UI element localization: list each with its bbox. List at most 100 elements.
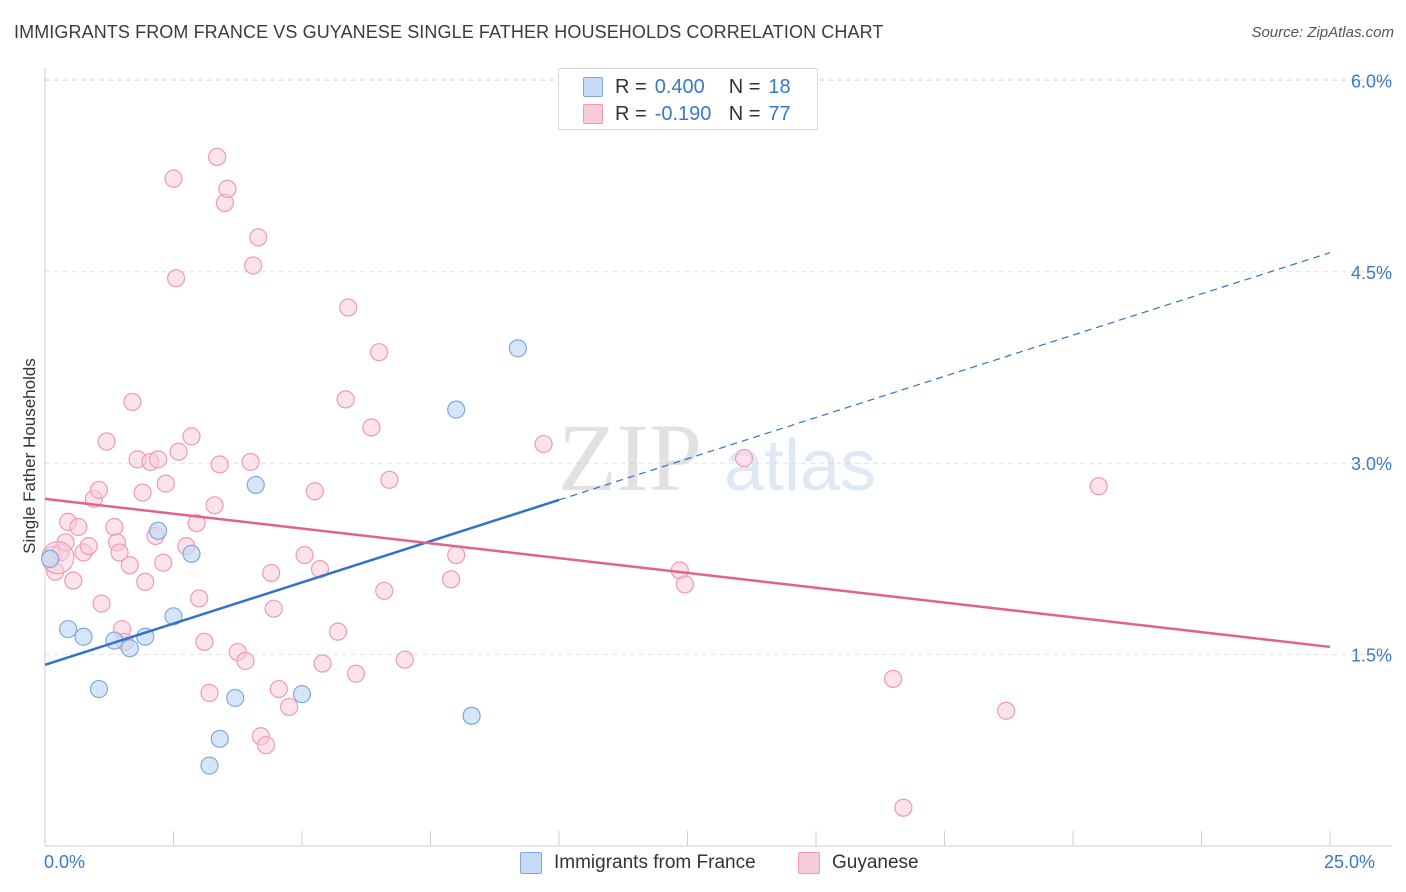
axes	[44, 68, 1392, 847]
guyanese-swatch	[583, 104, 603, 124]
guyanese-point	[136, 572, 155, 591]
guyanese-point	[190, 589, 209, 608]
guyanese-point	[734, 448, 754, 468]
guyanese-point	[339, 298, 358, 317]
watermark: ZIP atlas	[558, 404, 876, 511]
guyanese-point	[280, 697, 299, 717]
guyanese-point	[166, 269, 186, 288]
guyanese-point	[313, 654, 332, 673]
guyanese-point	[244, 256, 263, 275]
guyanese-point	[148, 450, 168, 469]
guyanese-point	[362, 418, 381, 437]
r-label: R =	[615, 102, 647, 125]
guyanese-point	[894, 798, 913, 817]
y-tick-label: 4.5%	[1351, 263, 1392, 283]
france-point	[41, 549, 60, 569]
guyanese-point	[336, 390, 355, 409]
gridlines	[45, 78, 1392, 656]
chart-title: IMMIGRANTS FROM FRANCE VS GUYANESE SINGL…	[14, 22, 884, 42]
france-point	[292, 685, 312, 704]
guyanese-point	[256, 736, 276, 755]
france-trend-extrapolation	[558, 252, 1331, 501]
france-point	[148, 521, 168, 540]
n-value: 18	[768, 75, 791, 98]
guyanese-legend-swatch	[798, 852, 820, 874]
france-point	[89, 679, 109, 699]
guyanese-point	[200, 683, 219, 702]
guyanese-point	[346, 664, 366, 683]
guyanese-point	[262, 563, 281, 583]
guyanese-point	[154, 553, 173, 572]
guyanese-point	[156, 474, 175, 493]
r-value: 0.400	[654, 75, 705, 98]
trend-lines	[44, 252, 1331, 666]
guyanese-point	[195, 632, 214, 651]
france-point	[120, 639, 139, 658]
guyanese-point	[218, 179, 237, 198]
france-trend-line	[44, 498, 560, 666]
guyanese-point	[236, 651, 255, 671]
guyanese-point	[164, 169, 183, 188]
guyanese-point	[205, 496, 224, 515]
france-point	[246, 475, 265, 494]
guyanese-point	[169, 442, 188, 461]
guyanese-point	[208, 147, 227, 167]
guyanese-point	[305, 482, 324, 501]
y-tick-label: 1.5%	[1351, 646, 1392, 666]
france-point	[182, 544, 201, 563]
guyanese-point	[375, 581, 394, 600]
legend-label-guyanese: Guyanese	[832, 852, 919, 873]
guyanese-point	[210, 455, 229, 474]
y-tick-label: 3.0%	[1351, 454, 1392, 474]
r-label: R =	[615, 75, 647, 98]
guyanese-points	[41, 147, 1108, 817]
watermark-zip: ZIP	[558, 404, 702, 511]
r-value: -0.190	[654, 102, 712, 125]
guyanese-point	[97, 432, 116, 451]
guyanese-point	[534, 434, 553, 454]
france-point	[59, 619, 78, 639]
guyanese-point	[182, 427, 201, 446]
guyanese-point	[105, 517, 124, 537]
n-label: N =	[728, 102, 761, 125]
france-point	[210, 729, 229, 748]
guyanese-point	[249, 228, 268, 247]
france-point	[508, 339, 527, 358]
guyanese-point	[295, 545, 314, 565]
guyanese-point	[395, 650, 414, 669]
france-points	[41, 339, 527, 775]
guyanese-point	[269, 679, 288, 699]
guyanese-point	[64, 571, 83, 590]
guyanese-point	[883, 669, 903, 688]
guyanese-point	[79, 537, 98, 556]
watermark-atlas: atlas	[724, 426, 876, 506]
source-credit: Source: ZipAtlas.com	[1251, 24, 1394, 41]
guyanese-point	[133, 483, 152, 502]
y-axis-label: Single Father Households	[20, 358, 39, 554]
france-point	[200, 756, 219, 775]
guyanese-point	[328, 622, 348, 641]
guyanese-point	[69, 517, 88, 537]
legend-label-france: Immigrants from France	[554, 852, 756, 873]
france-point	[74, 627, 93, 646]
guyanese-trend-line	[44, 497, 1331, 649]
france-point	[226, 688, 245, 708]
guyanese-point	[370, 343, 389, 362]
guyanese-point	[110, 543, 129, 562]
guyanese-point	[447, 545, 466, 565]
stats-legend-row-guyanese: R = -0.190 N = 77	[583, 102, 791, 126]
guyanese-point	[441, 570, 461, 589]
stats-legend: R = 0.400 N = 18 R = -0.190 N = 77	[558, 68, 818, 130]
x-tick-label-max: 25.0%	[1324, 852, 1376, 872]
legend-item-guyanese: Guyanese	[798, 852, 919, 874]
n-label: N =	[728, 75, 761, 98]
y-tick-label: 6.0%	[1351, 71, 1392, 91]
guyanese-point	[264, 599, 283, 618]
legend-item-france: Immigrants from France	[520, 852, 756, 874]
x-tick-label-min: 0.0%	[44, 852, 86, 872]
stats-legend-row-france: R = 0.400 N = 18	[583, 75, 791, 99]
guyanese-point	[123, 392, 142, 412]
y-tick-labels: 1.5% 3.0% 4.5% 6.0%	[1351, 71, 1392, 665]
france-swatch	[583, 77, 603, 97]
